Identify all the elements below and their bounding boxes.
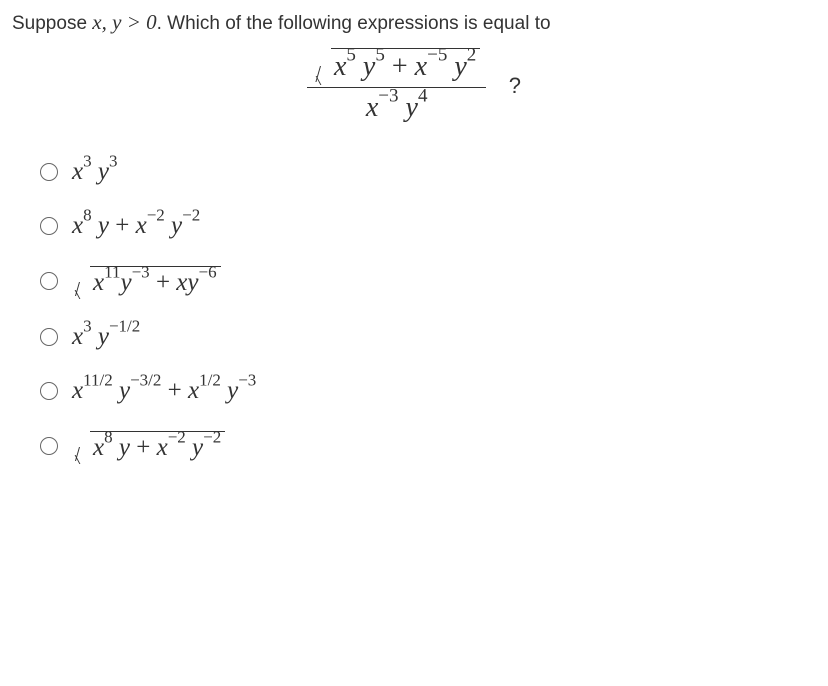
question-mark: ? [509, 73, 521, 99]
prompt-vars: x, y > 0 [92, 10, 156, 34]
radio-icon[interactable] [40, 217, 58, 235]
option-6[interactable]: x8 y + x−2 y−2 [40, 431, 816, 462]
denominator-expr: x−3 y4 [366, 92, 428, 123]
option-1[interactable]: x3 y3 [40, 158, 816, 186]
option-expression: x11y−3 + xy−6 [93, 269, 217, 296]
option-expression: x3 y3 [72, 158, 117, 186]
fraction: x5 y5 + x−5 y2 x−3 y4 [307, 48, 486, 124]
numerator-radicand: x5 y5 + x−5 y2 [334, 51, 476, 82]
radio-icon[interactable] [40, 272, 58, 290]
option-expression: x11/2 y−3/2 + x1/2 y−3 [72, 377, 256, 405]
question-prompt: Suppose x, y > 0. Which of the following… [12, 8, 816, 38]
prompt-suffix: . Which of the following expressions is … [157, 13, 551, 34]
option-expression: x8 y + x−2 y−2 [93, 434, 221, 461]
radio-icon[interactable] [40, 328, 58, 346]
radio-icon[interactable] [40, 382, 58, 400]
option-3[interactable]: x11y−3 + xy−6 [40, 266, 816, 297]
option-2[interactable]: x8 y + x−2 y−2 [40, 212, 816, 240]
radio-icon[interactable] [40, 437, 58, 455]
option-5[interactable]: x11/2 y−3/2 + x1/2 y−3 [40, 377, 816, 405]
main-expression: x5 y5 + x−5 y2 x−3 y4 ? [12, 48, 816, 124]
denominator: x−3 y4 [307, 88, 486, 124]
options-list: x3 y3 x8 y + x−2 y−2 x11y−3 + xy−6 x3 y−… [12, 158, 816, 462]
option-expression: x3 y−1/2 [72, 323, 140, 351]
option-expression: x8 y + x−2 y−2 [72, 212, 200, 240]
numerator: x5 y5 + x−5 y2 [307, 48, 486, 88]
sqrt-option: x8 y + x−2 y−2 [72, 431, 225, 462]
radio-icon[interactable] [40, 163, 58, 181]
sqrt-numerator: x5 y5 + x−5 y2 [313, 48, 480, 83]
sqrt-option: x11y−3 + xy−6 [72, 266, 221, 297]
prompt-prefix: Suppose [12, 13, 92, 34]
option-4[interactable]: x3 y−1/2 [40, 323, 816, 351]
